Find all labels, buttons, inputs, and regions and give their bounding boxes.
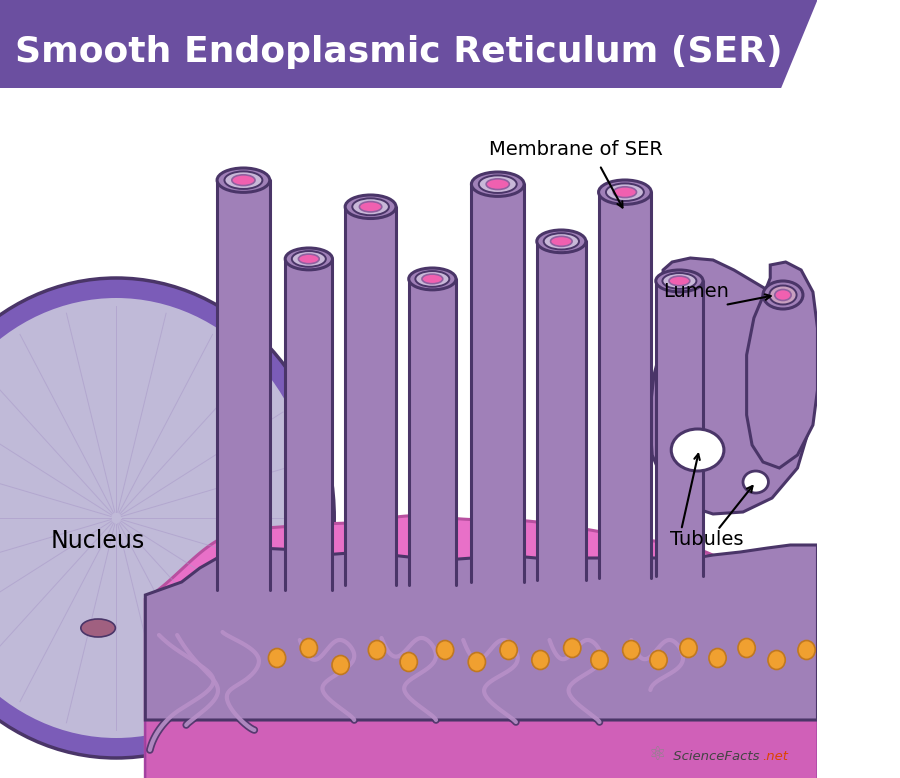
Ellipse shape	[479, 175, 517, 193]
Text: ScienceFacts: ScienceFacts	[669, 749, 759, 762]
Ellipse shape	[299, 254, 320, 264]
Bar	[346, 207, 396, 585]
Circle shape	[468, 653, 485, 671]
Circle shape	[332, 656, 349, 675]
Polygon shape	[650, 258, 810, 514]
Bar	[656, 281, 703, 576]
Circle shape	[400, 653, 418, 671]
Ellipse shape	[606, 184, 644, 201]
Ellipse shape	[232, 175, 255, 185]
Ellipse shape	[671, 429, 724, 471]
Circle shape	[709, 649, 726, 668]
Bar	[409, 279, 456, 585]
Text: Smooth Endoplasmic Reticulum (SER): Smooth Endoplasmic Reticulum (SER)	[14, 35, 782, 69]
Circle shape	[0, 278, 334, 758]
Circle shape	[532, 650, 549, 670]
Circle shape	[368, 640, 385, 660]
Text: ⚛: ⚛	[649, 745, 666, 765]
Ellipse shape	[81, 619, 115, 637]
Circle shape	[563, 639, 580, 657]
Circle shape	[798, 640, 815, 660]
Ellipse shape	[415, 271, 449, 287]
Circle shape	[738, 639, 755, 657]
Circle shape	[680, 639, 698, 657]
Ellipse shape	[409, 268, 456, 290]
Ellipse shape	[775, 289, 791, 300]
Circle shape	[500, 640, 518, 660]
Ellipse shape	[770, 286, 796, 304]
Polygon shape	[145, 516, 817, 778]
Bar	[536, 241, 586, 580]
Circle shape	[591, 650, 608, 670]
Circle shape	[650, 650, 667, 670]
Ellipse shape	[544, 233, 579, 250]
Ellipse shape	[551, 237, 572, 247]
Polygon shape	[145, 570, 817, 778]
Ellipse shape	[472, 172, 524, 196]
Ellipse shape	[613, 187, 636, 198]
Text: Nucleus: Nucleus	[51, 529, 145, 553]
Ellipse shape	[359, 202, 382, 212]
Circle shape	[301, 639, 318, 657]
Ellipse shape	[536, 230, 586, 253]
Circle shape	[436, 640, 454, 660]
Polygon shape	[747, 262, 817, 468]
Text: .net: .net	[762, 749, 788, 762]
Ellipse shape	[662, 273, 697, 289]
Ellipse shape	[598, 180, 652, 205]
Circle shape	[268, 649, 285, 668]
Circle shape	[768, 650, 785, 670]
Text: Membrane of SER: Membrane of SER	[489, 140, 662, 159]
Bar	[217, 180, 270, 590]
Ellipse shape	[669, 276, 689, 286]
Ellipse shape	[346, 195, 396, 219]
Ellipse shape	[285, 248, 332, 270]
Ellipse shape	[217, 168, 270, 192]
Polygon shape	[145, 545, 817, 720]
Circle shape	[623, 640, 640, 660]
Ellipse shape	[743, 471, 769, 493]
Ellipse shape	[292, 251, 326, 267]
Ellipse shape	[763, 281, 803, 309]
Polygon shape	[0, 0, 817, 88]
Ellipse shape	[352, 198, 389, 216]
Ellipse shape	[224, 171, 263, 189]
Circle shape	[0, 298, 316, 738]
Bar	[472, 184, 524, 582]
Text: Lumen: Lumen	[663, 282, 729, 301]
Ellipse shape	[486, 179, 509, 190]
Bar	[285, 259, 332, 590]
Ellipse shape	[422, 274, 443, 284]
Ellipse shape	[656, 270, 703, 292]
Bar	[598, 192, 652, 578]
Text: Tubules: Tubules	[670, 530, 743, 549]
